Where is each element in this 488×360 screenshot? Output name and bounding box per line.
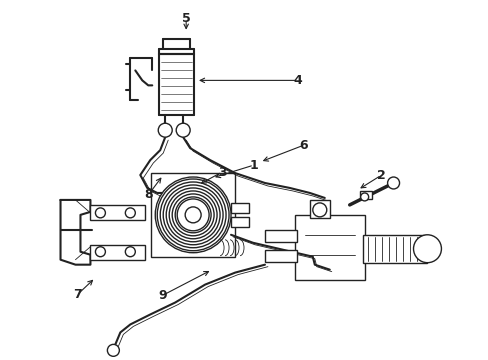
Circle shape — [176, 123, 190, 137]
Bar — [309, 200, 329, 218]
Circle shape — [172, 194, 214, 236]
Circle shape — [95, 208, 105, 218]
Circle shape — [166, 188, 220, 242]
Bar — [230, 217, 248, 227]
Circle shape — [185, 207, 201, 223]
Circle shape — [125, 208, 135, 218]
Circle shape — [360, 193, 368, 201]
Bar — [264, 250, 296, 262]
Text: 2: 2 — [376, 168, 385, 181]
Bar — [90, 245, 145, 260]
Circle shape — [157, 179, 228, 251]
Circle shape — [387, 177, 399, 189]
Circle shape — [107, 345, 119, 356]
Text: 9: 9 — [158, 289, 166, 302]
Circle shape — [177, 199, 209, 231]
Circle shape — [155, 177, 230, 253]
Circle shape — [95, 247, 105, 257]
Circle shape — [160, 182, 225, 248]
Text: 7: 7 — [73, 288, 81, 301]
Circle shape — [169, 191, 217, 239]
Text: 6: 6 — [299, 139, 307, 152]
Bar — [90, 205, 145, 220]
Circle shape — [312, 203, 326, 217]
Circle shape — [125, 247, 135, 257]
Text: 3: 3 — [217, 166, 226, 179]
Text: 8: 8 — [143, 188, 152, 202]
Bar — [264, 230, 296, 242]
Circle shape — [163, 185, 223, 245]
Text: 1: 1 — [249, 158, 258, 172]
Text: 4: 4 — [293, 74, 302, 87]
Circle shape — [175, 197, 211, 233]
Bar — [362, 235, 427, 263]
Bar — [359, 191, 371, 199]
Circle shape — [413, 235, 441, 263]
Bar — [151, 173, 235, 257]
Bar — [230, 203, 248, 213]
Bar — [294, 215, 364, 280]
Circle shape — [158, 123, 172, 137]
Text: 5: 5 — [182, 12, 190, 25]
